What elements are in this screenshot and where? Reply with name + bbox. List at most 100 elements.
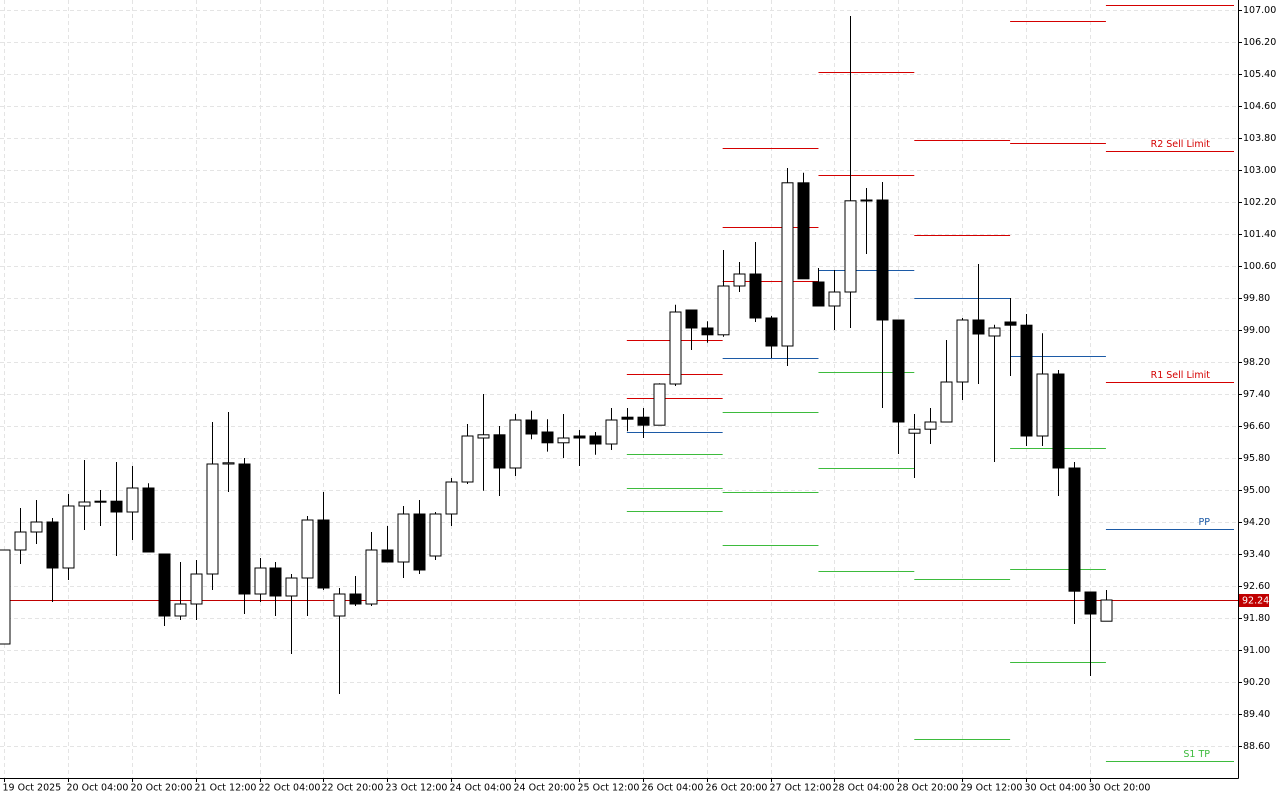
x-tick-label: 22 Oct 20:00 — [322, 783, 384, 794]
level-layer: R2 Sell Limit R1 Sell Limit PP S1 TP — [0, 5, 1238, 762]
candle-body — [206, 463, 219, 575]
candle-body — [238, 463, 251, 595]
candle-body — [174, 603, 187, 617]
y-tick-label: 91.00 — [1243, 645, 1270, 656]
candle-body — [0, 549, 11, 645]
y-tick-label: 100.60 — [1243, 261, 1276, 272]
candle-body — [317, 519, 330, 589]
last-price-tag — [1239, 594, 1269, 607]
candle-body — [908, 428, 921, 434]
x-tick-label: 28 Oct 20:00 — [897, 783, 959, 794]
candle-body — [605, 419, 618, 445]
y-tick-label: 96.60 — [1243, 421, 1270, 432]
candle-body — [46, 521, 59, 569]
y-tick-label: 88.60 — [1243, 741, 1270, 752]
x-tick-label: 29 Oct 12:00 — [961, 783, 1023, 794]
x-tick-label: 22 Oct 04:00 — [259, 783, 321, 794]
candle-body — [956, 319, 969, 383]
x-tick-label: 19 Oct 2025 — [3, 783, 62, 794]
last-price-label: 92.24 — [1242, 596, 1269, 607]
candle-body — [749, 273, 762, 319]
x-tick-label: 26 Oct 04:00 — [642, 783, 704, 794]
candle-body — [1084, 591, 1097, 615]
x-tick-label: 24 Oct 04:00 — [450, 783, 512, 794]
y-tick-label: 104.60 — [1243, 101, 1276, 112]
level-label: R1 Sell Limit — [1151, 370, 1211, 381]
candle-body — [669, 311, 682, 385]
candle-body — [62, 505, 75, 569]
y-tick-label: 94.20 — [1243, 517, 1270, 528]
y-tick-label: 89.40 — [1243, 709, 1270, 720]
candle-body — [717, 285, 730, 336]
candle-body — [924, 421, 937, 430]
candle-body — [892, 319, 905, 423]
x-tick-label: 30 Oct 04:00 — [1025, 783, 1087, 794]
y-tick-label: 92.60 — [1243, 581, 1270, 592]
y-tick-label: 103.00 — [1243, 165, 1276, 176]
candle-body — [557, 437, 570, 444]
candle-body — [765, 317, 778, 347]
candle-body — [860, 199, 873, 202]
x-tick-label: 24 Oct 20:00 — [514, 783, 576, 794]
candle-body — [461, 435, 474, 483]
candle-body — [1052, 373, 1065, 469]
candle-body — [940, 381, 953, 423]
x-tick-label: 27 Oct 12:00 — [770, 783, 832, 794]
candle-body — [972, 319, 985, 335]
candle-body — [797, 182, 810, 280]
y-tick-label: 99.00 — [1243, 325, 1270, 336]
candle-body — [1004, 321, 1017, 326]
candle-body — [301, 519, 314, 579]
level-label: S1 TP — [1183, 749, 1210, 760]
candle-body — [828, 291, 841, 307]
candle-body — [190, 573, 203, 605]
candle-body — [222, 462, 235, 465]
level-label: PP — [1199, 517, 1211, 528]
candle-body — [844, 200, 857, 293]
candle-body — [525, 419, 538, 435]
candle-body — [269, 567, 282, 597]
candle-body — [988, 327, 1001, 337]
candle-body — [733, 273, 746, 287]
candle-body — [78, 501, 91, 507]
x-tick-label: 28 Oct 04:00 — [833, 783, 895, 794]
candle-layer — [0, 16, 1113, 694]
candle-body — [365, 549, 378, 605]
candle-body — [94, 500, 107, 503]
candle-body — [1036, 373, 1049, 437]
candle-body — [333, 593, 346, 617]
candle-body — [397, 513, 410, 563]
candle-body — [14, 531, 27, 551]
candle-body — [653, 383, 666, 426]
candle-body — [126, 487, 139, 513]
candle-body — [381, 549, 394, 563]
x-tick-label: 20 Oct 04:00 — [67, 783, 129, 794]
y-tick-label: 98.20 — [1243, 357, 1270, 368]
candle-body — [349, 593, 362, 605]
candle-body — [781, 182, 794, 347]
candle-body — [812, 281, 825, 307]
candle-body — [1020, 324, 1033, 437]
candle-body — [285, 577, 298, 597]
candle-body — [158, 553, 171, 617]
candle-body — [413, 513, 426, 571]
candle-body — [254, 567, 267, 595]
y-tick-label: 93.40 — [1243, 549, 1270, 560]
candle-body — [589, 435, 602, 445]
candle-body — [477, 434, 490, 439]
y-tick-label: 99.80 — [1243, 293, 1270, 304]
candle-body — [142, 487, 155, 553]
y-tick-label: 105.40 — [1243, 69, 1276, 80]
y-tick-label: 97.40 — [1243, 389, 1270, 400]
candle-body — [876, 199, 889, 321]
y-tick-label: 95.00 — [1243, 485, 1270, 496]
x-tick-label: 25 Oct 12:00 — [578, 783, 640, 794]
y-tick-label: 95.80 — [1243, 453, 1270, 464]
y-tick-label: 102.20 — [1243, 197, 1276, 208]
candle-body — [493, 434, 506, 469]
x-tick-label: 26 Oct 20:00 — [706, 783, 768, 794]
x-tick-label: 23 Oct 12:00 — [386, 783, 448, 794]
